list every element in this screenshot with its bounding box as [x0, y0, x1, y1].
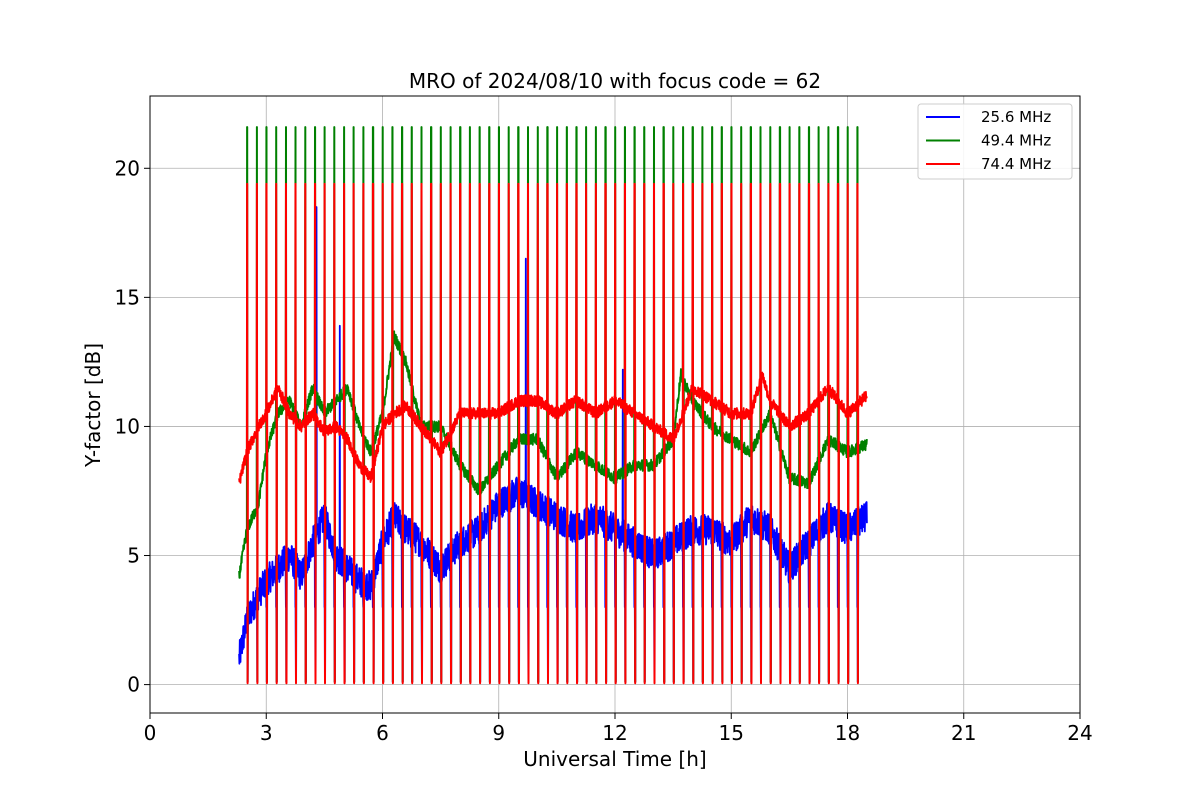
- y-tick-label: 20: [115, 156, 140, 180]
- axes: 0 3 6 9 12 15 18 21 24 0 5 10 15 20: [115, 95, 1093, 745]
- x-tick-label: 3: [260, 721, 273, 745]
- y-axis-label: Y-factor [dB]: [81, 343, 105, 468]
- legend-label-1: 25.6 MHz: [981, 108, 1051, 126]
- series-line-3: [238, 182, 868, 685]
- chart-title: MRO of 2024/08/10 with focus code = 62: [409, 69, 821, 93]
- legend-box: [917, 103, 1073, 180]
- x-tick-label: 9: [492, 721, 505, 745]
- x-tick-label: 21: [951, 721, 976, 745]
- y-tick-label: 0: [127, 673, 140, 697]
- y-tick-label: 10: [115, 414, 140, 438]
- legend-label-3: 74.4 MHz: [981, 155, 1051, 173]
- legend-label-2: 49.4 MHz: [981, 132, 1051, 150]
- x-tick-label: 6: [376, 721, 389, 745]
- x-tick-label: 12: [602, 721, 627, 745]
- y-tick-label: 5: [127, 544, 140, 568]
- x-tick-label: 0: [144, 721, 157, 745]
- x-tick-label: 24: [1067, 721, 1092, 745]
- x-axis-label: Universal Time [h]: [523, 747, 706, 771]
- legend: 25.6 MHz 49.4 MHz 74.4 MHz: [917, 103, 1073, 180]
- plot-area: [238, 126, 868, 685]
- y-tick-label: 15: [115, 285, 140, 309]
- x-tick-label: 15: [719, 721, 744, 745]
- x-tick-label: 18: [835, 721, 860, 745]
